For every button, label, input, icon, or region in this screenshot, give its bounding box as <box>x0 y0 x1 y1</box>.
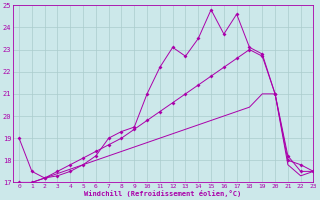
X-axis label: Windchill (Refroidissement éolien,°C): Windchill (Refroidissement éolien,°C) <box>84 190 242 197</box>
